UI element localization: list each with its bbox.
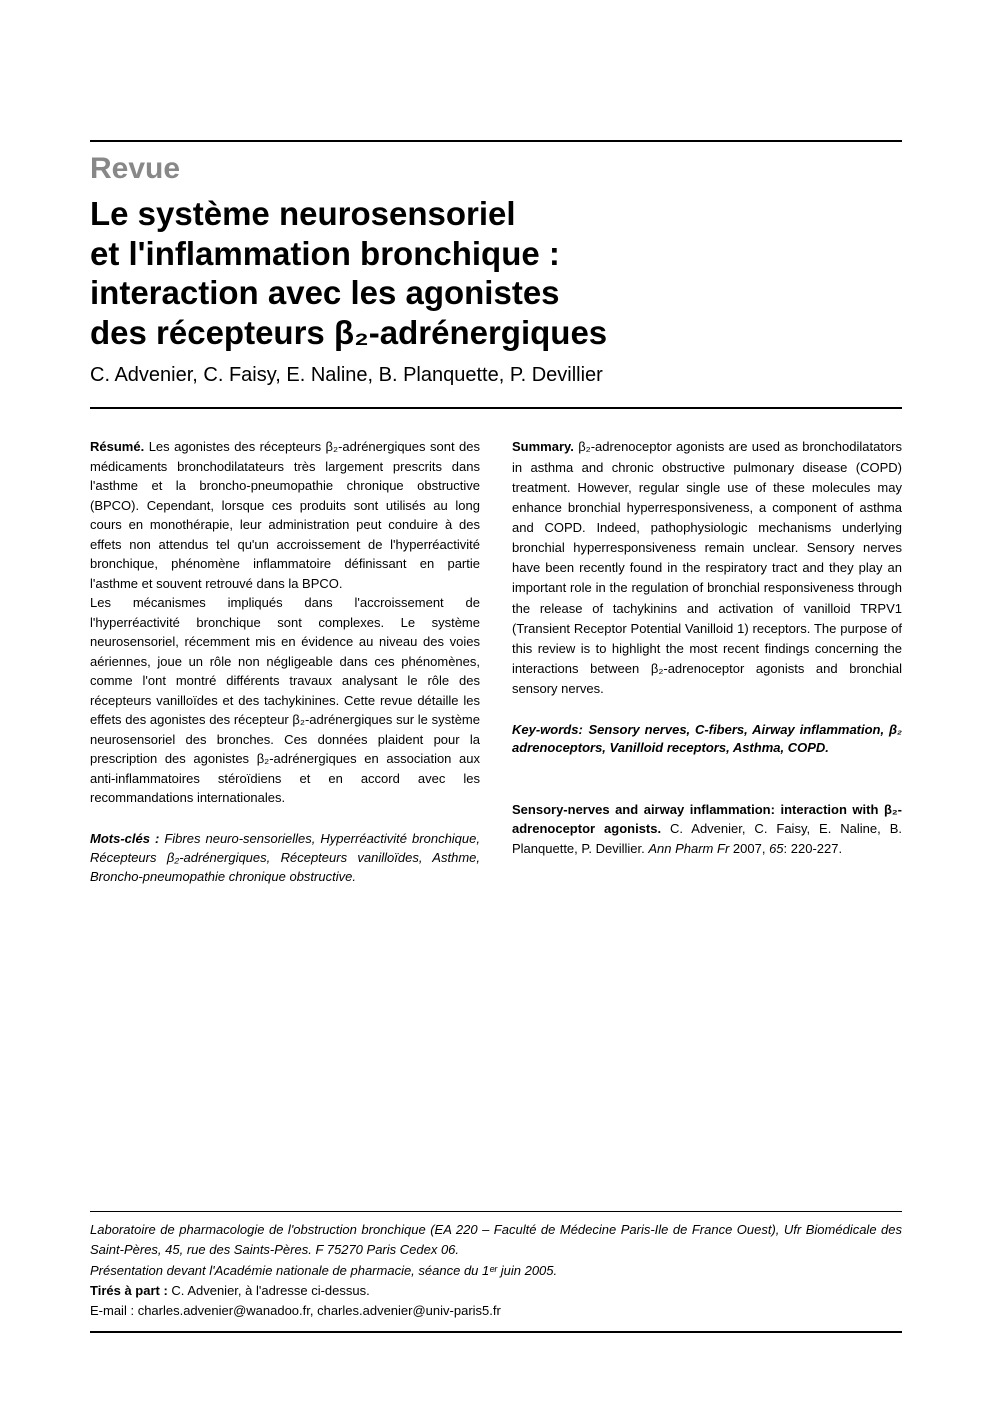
citation-block: Sensory-nerves and airway inflammation: … xyxy=(512,800,902,859)
left-column: Résumé. Les agonistes des récepteurs β₂-… xyxy=(90,437,480,886)
citation-year: 2007, xyxy=(733,841,766,856)
right-column: Summary. β₂-adrenoceptor agonists are us… xyxy=(512,437,902,886)
email-text: charles.advenier@wanadoo.fr, charles.adv… xyxy=(138,1303,501,1318)
two-column-abstracts: Résumé. Les agonistes des récepteurs β₂-… xyxy=(90,437,902,886)
summary-text: β₂-adrenoceptor agonists are used as bro… xyxy=(512,439,902,696)
authors: C. Advenier, C. Faisy, E. Naline, B. Pla… xyxy=(90,364,902,387)
keywords-label: Key-words: xyxy=(512,722,583,737)
citation-journal: Ann Pharm Fr xyxy=(648,841,729,856)
email-label: E-mail : xyxy=(90,1303,134,1318)
citation-volume: 65 xyxy=(769,841,783,856)
resume-para1: Résumé. Les agonistes des récepteurs β₂-… xyxy=(90,437,480,593)
section-label: Revue xyxy=(90,152,902,186)
summary-label: Summary. xyxy=(512,439,574,454)
resume-label: Résumé. xyxy=(90,439,144,454)
footer-affiliation: Laboratoire de pharmacologie de l'obstru… xyxy=(90,1220,902,1260)
footer-email: E-mail : charles.advenier@wanadoo.fr, ch… xyxy=(90,1301,902,1321)
resume-para2: Les mécanismes impliqués dans l'accroiss… xyxy=(90,593,480,808)
summary-block: Summary. β₂-adrenoceptor agonists are us… xyxy=(512,437,902,699)
title-line-4: des récepteurs β₂-adrénergiques xyxy=(90,314,607,351)
rule-footer-top xyxy=(90,1211,902,1212)
rule-top xyxy=(90,140,902,142)
title-line-1: Le système neurosensoriel xyxy=(90,195,516,232)
citation-pages: : 220-227. xyxy=(784,841,843,856)
title-line-3: interaction avec les agonistes xyxy=(90,274,560,311)
article-title: Le système neurosensoriel et l'inflammat… xyxy=(90,194,902,352)
resume-text-1: Les agonistes des récepteurs β₂-adrénerg… xyxy=(90,439,480,591)
rule-after-authors xyxy=(90,407,902,409)
footer: Laboratoire de pharmacologie de l'obstru… xyxy=(90,1203,902,1343)
keywords-block: Key-words: Sensory nerves, C-fibers, Air… xyxy=(512,721,902,757)
tires-text: C. Advenier, à l'adresse ci-dessus. xyxy=(171,1283,369,1298)
footer-presentation: Présentation devant l'Académie nationale… xyxy=(90,1261,902,1281)
tires-label: Tirés à part : xyxy=(90,1283,168,1298)
rule-footer-bottom xyxy=(90,1331,902,1333)
title-line-2: et l'inflammation bronchique : xyxy=(90,235,560,272)
footer-tires: Tirés à part : C. Advenier, à l'adresse … xyxy=(90,1281,902,1301)
motscles-block: Mots-clés : Fibres neuro-sensorielles, H… xyxy=(90,830,480,887)
motscles-label: Mots-clés : xyxy=(90,831,159,846)
